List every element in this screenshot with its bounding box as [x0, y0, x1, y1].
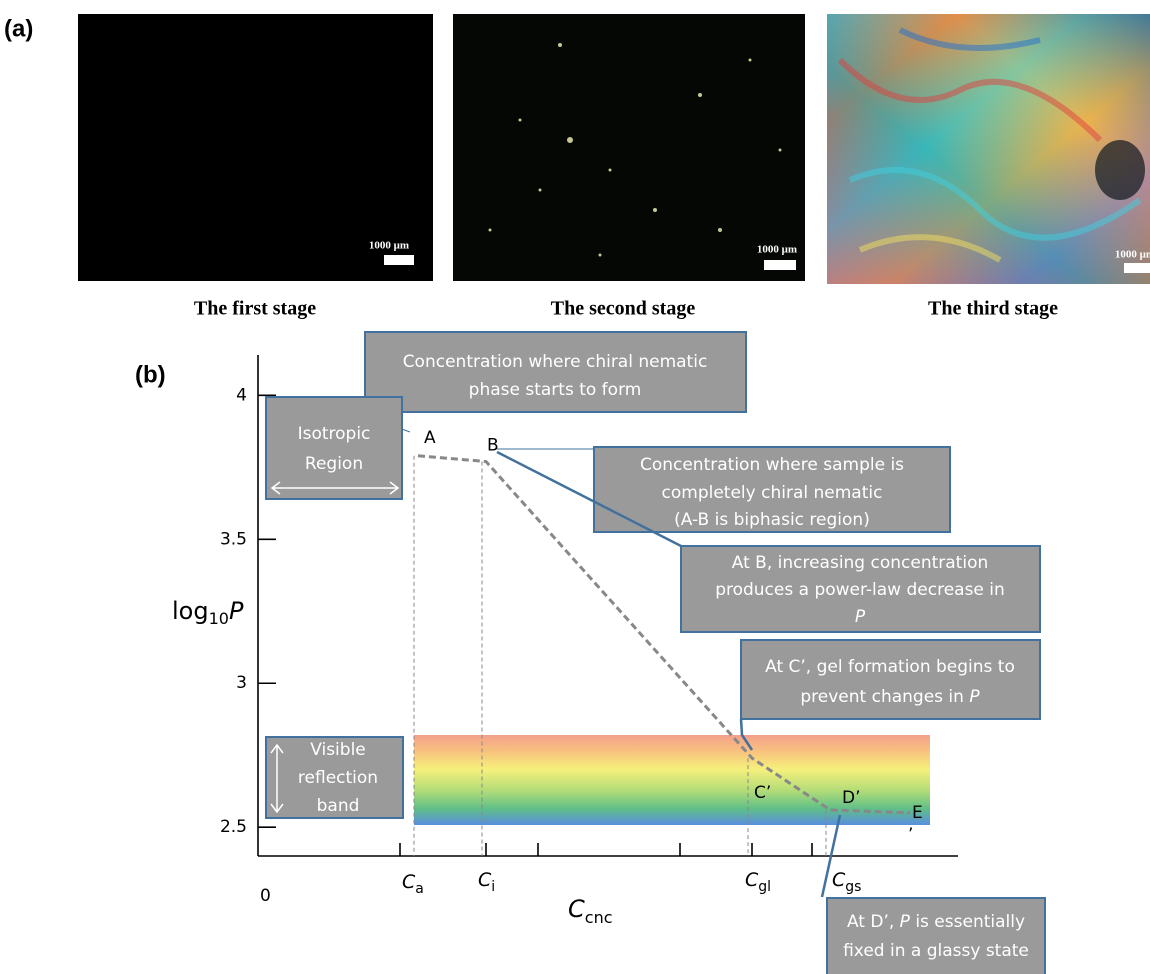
y-tick-label: 4	[236, 385, 247, 405]
scale-bar-label: 1000 μm	[1115, 249, 1150, 261]
reflection-band	[414, 735, 930, 825]
scale-bar	[1124, 263, 1150, 273]
origin-label: 0	[260, 886, 271, 906]
y-label-var: P	[229, 597, 244, 625]
point-label: A	[424, 428, 436, 448]
micrograph	[453, 14, 805, 281]
marker-main: C	[402, 871, 416, 893]
y-tick-label: 3	[236, 673, 247, 693]
caption: The first stage	[194, 298, 316, 320]
point-mark: ’	[908, 825, 913, 845]
panel-label: (a)	[4, 15, 33, 42]
x-ticks	[400, 843, 812, 856]
callout-run: P	[969, 687, 980, 707]
callout-text: prevent changes in P	[800, 687, 980, 707]
callout-box	[266, 397, 402, 499]
caption: The third stage	[928, 298, 1058, 320]
marker-sub: gs	[845, 879, 861, 895]
panel-label: (b)	[135, 361, 166, 388]
y-label-sub: 10	[209, 609, 229, 628]
x-label-sub: cnc	[585, 908, 613, 927]
callout-text: completely chiral nematic	[662, 483, 883, 503]
y-axis-label: log10P	[172, 597, 244, 628]
callout-text: P	[855, 607, 866, 627]
scale-bar-label: 1000 μm	[369, 240, 409, 252]
x-marker: Cgl	[745, 869, 771, 896]
callout-text: band	[317, 796, 360, 816]
x-axis-label: Ccnc	[568, 895, 613, 927]
callout-text: Isotropic	[298, 424, 371, 444]
x-marker: Cgs	[832, 869, 861, 896]
marker-main: C	[832, 869, 846, 891]
marker-main: C	[478, 869, 492, 891]
scale-bar	[384, 255, 414, 265]
figure: (a) 1000 μm 1000 μm 1000 μm The first st…	[0, 0, 1150, 974]
callout-box	[741, 640, 1040, 719]
callout-text: (A-B is biphasic region)	[674, 510, 870, 530]
callout-box	[827, 898, 1045, 974]
callout-box	[365, 332, 746, 412]
y-label-base: log	[172, 597, 209, 625]
marker-sub: i	[491, 879, 495, 895]
callout-text: phase starts to form	[469, 380, 642, 400]
callout-text: At C’, gel formation begins to	[765, 657, 1015, 677]
marker-sub: gl	[758, 879, 771, 895]
y-tick-label: 3.5	[220, 529, 247, 549]
callout-run: is essentially	[910, 912, 1025, 932]
scale-bar-label: 1000 μm	[757, 244, 797, 256]
callout-text: produces a power-law decrease in	[715, 580, 1005, 600]
marker-sub: a	[415, 881, 424, 897]
callout-text: reflection	[298, 768, 378, 788]
point-label: E	[912, 803, 923, 823]
callout-run: prevent changes in	[800, 687, 969, 707]
callout-text: Concentration where sample is	[640, 455, 904, 475]
x-marker: Ca	[402, 871, 424, 898]
callout-text: Visible	[310, 740, 366, 760]
point-label: C’	[754, 783, 771, 803]
callout-text: At B, increasing concentration	[732, 553, 989, 573]
callout-run: At D’,	[847, 912, 900, 932]
point-label: D’	[842, 788, 861, 808]
callout-text: fixed in a glassy state	[843, 941, 1029, 961]
callout-text: Concentration where chiral nematic	[403, 352, 708, 372]
caption: The second stage	[551, 298, 696, 320]
marker-main: C	[745, 869, 759, 891]
callout-text: Region	[305, 454, 363, 474]
scale-bar	[764, 260, 796, 270]
x-label-main: C	[568, 895, 585, 923]
callout-text: At D’, P is essentially	[847, 912, 1025, 932]
x-marker: Ci	[478, 869, 495, 896]
y-tick-label: 2.5	[220, 817, 247, 837]
